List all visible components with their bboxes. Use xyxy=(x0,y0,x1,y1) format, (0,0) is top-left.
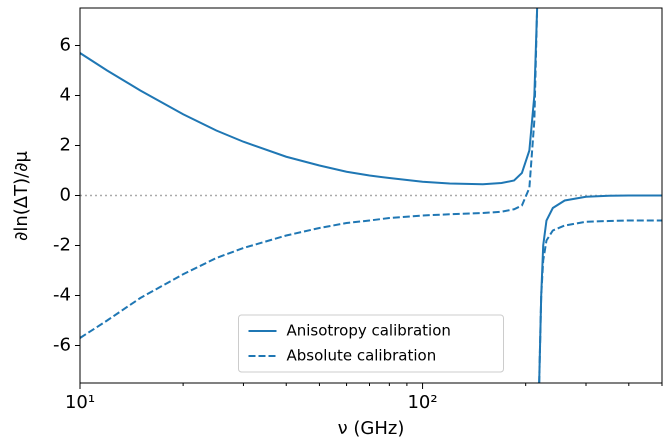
y-tick-label: 0 xyxy=(60,185,71,206)
x-tick-label: 10¹ xyxy=(65,392,95,413)
legend: Anisotropy calibration Absolute calibrati… xyxy=(238,314,504,373)
legend-label: Anisotropy calibration xyxy=(287,322,451,340)
y-tick-label: 2 xyxy=(60,135,71,156)
y-tick-label: -2 xyxy=(53,235,71,256)
y-tick-label: 6 xyxy=(60,35,71,56)
series-line xyxy=(80,8,662,383)
y-tick-label: -4 xyxy=(53,285,71,306)
x-tick-label: 10² xyxy=(407,392,437,413)
y-tick-label: -6 xyxy=(53,335,71,356)
plot-frame xyxy=(79,7,663,384)
legend-label: Absolute calibration xyxy=(287,347,437,365)
y-tick-label: 4 xyxy=(60,85,71,106)
x-axis-label: ν (GHz) xyxy=(338,418,405,439)
legend-box xyxy=(238,314,504,373)
y-axis-label: ∂ln(ΔT)/∂μ xyxy=(11,151,32,241)
